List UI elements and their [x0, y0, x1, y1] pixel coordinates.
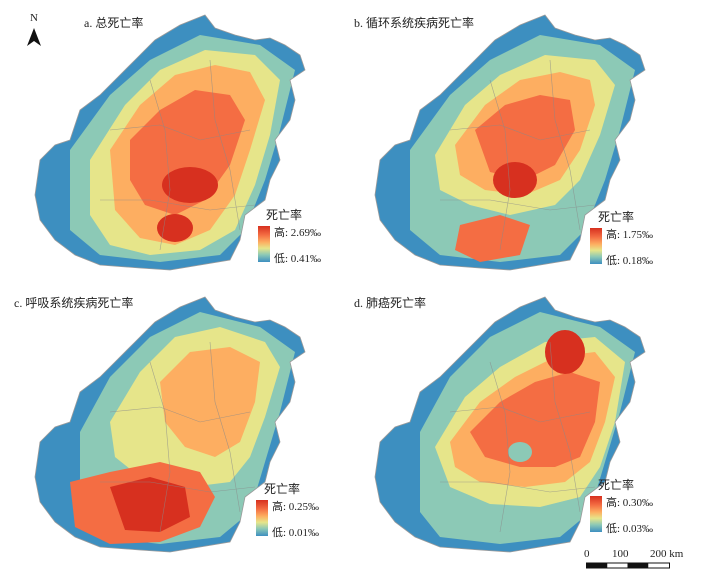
map-lung-cancer-mortality — [374, 296, 646, 553]
panel-title: d. 肺癌死亡率 — [354, 296, 427, 310]
legend: 死亡率 高: 1.75‰ 低: 0.18‰ — [590, 208, 680, 268]
legend-low-label: 低: 0.18‰ — [606, 255, 654, 267]
legend-color-ramp — [258, 226, 270, 262]
map-circulatory-mortality — [374, 14, 646, 271]
scale-label-200: 200 km — [650, 548, 684, 560]
legend: 死亡率 高: 0.25‰ 低: 0.01‰ — [256, 480, 346, 540]
legend-color-ramp — [590, 496, 602, 532]
legend-low-label: 低: 0.03‰ — [606, 523, 654, 535]
legend-title: 死亡率 — [264, 482, 301, 496]
map-total-mortality — [34, 14, 306, 271]
scale-label-100: 100 — [612, 548, 629, 560]
panel-title: c. 呼吸系统疾病死亡率 — [14, 296, 134, 310]
legend-color-ramp — [590, 228, 602, 264]
legend-high-label: 高: 1.75‰ — [606, 229, 654, 241]
north-label: N — [30, 12, 38, 24]
legend-color-ramp — [256, 500, 268, 536]
panel-d: d. 肺癌死亡率 死亡率 高: 0.30‰ 低: 0.03‰ — [340, 282, 685, 567]
legend-title: 死亡率 — [598, 210, 635, 224]
panel-b: b. 循环系统疾病死亡率 死亡率 高: 1.75‰ 低: 0.18‰ — [340, 0, 685, 285]
panel-title: b. 循环系统疾病死亡率 — [354, 16, 475, 30]
panel-a: a. 总死亡率 死亡率 高: 2.69‰ 低: 0.41‰ — [0, 0, 345, 285]
legend: 死亡率 高: 2.69‰ 低: 0.41‰ — [258, 206, 348, 266]
legend-title: 死亡率 — [266, 208, 303, 222]
legend-high-label: 高: 0.25‰ — [272, 501, 320, 513]
panel-title: a. 总死亡率 — [84, 16, 144, 30]
scale-bar-graphic — [586, 562, 670, 569]
legend-high-label: 高: 0.30‰ — [606, 497, 654, 509]
legend-high-label: 高: 2.69‰ — [274, 227, 322, 239]
legend-title: 死亡率 — [598, 478, 635, 492]
legend-low-label: 低: 0.01‰ — [272, 527, 320, 539]
north-arrow: N — [26, 12, 42, 48]
panel-c: c. 呼吸系统疾病死亡率 死亡率 高: 0.25‰ 低: 0.01‰ — [0, 282, 345, 567]
north-arrow-icon — [27, 28, 41, 46]
scale-bar: 0 100 200 km — [582, 548, 694, 572]
scale-label-0: 0 — [584, 548, 590, 560]
legend-low-label: 低: 0.41‰ — [274, 253, 322, 265]
legend: 死亡率 高: 0.30‰ 低: 0.03‰ — [590, 476, 680, 536]
